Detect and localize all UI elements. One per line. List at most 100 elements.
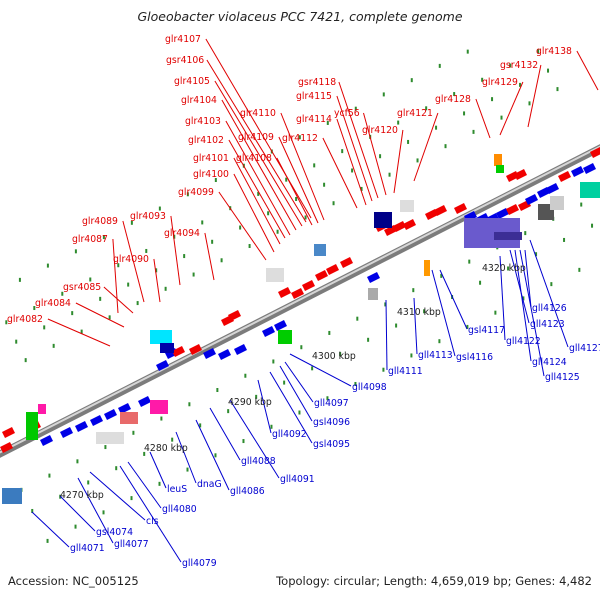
tick-mark [410,353,413,358]
forward-gene [403,219,416,230]
tick-mark [267,211,270,216]
tick-mark [522,296,525,301]
tick-mark [244,373,247,378]
leader-line [499,255,506,341]
forward-gene [315,270,328,281]
forward-gene [340,257,353,268]
tick-mark [416,158,419,163]
reverse-gene [218,349,231,360]
tick-mark [102,510,105,515]
gene-block [496,165,504,173]
forward-gene-label: gsr4132 [500,60,538,71]
leader-line [276,157,313,226]
tick-mark [354,106,357,111]
forward-gene [434,205,447,216]
leader-line [47,318,111,347]
tick-mark [155,268,158,273]
reverse-gene [90,415,103,426]
tick-mark [130,220,133,225]
forward-gene [189,344,202,355]
tick-mark [192,272,195,277]
tick-mark [382,92,385,97]
leader-line [149,451,167,489]
tick-mark [360,186,363,191]
tick-mark [183,254,186,259]
reverse-gene-label: gll4092 [272,429,307,440]
tick-mark [550,282,553,287]
forward-gene-label: glr4108 [236,153,272,164]
leader-line [214,80,303,227]
leader-line [322,137,358,209]
forward-gene-label: glr4087 [72,234,108,245]
forward-gene-label: gsr4118 [298,77,336,88]
leader-line [119,465,182,563]
tick-mark [18,277,21,282]
reverse-gene [138,396,151,407]
leader-line [205,38,312,219]
leader-line [413,112,439,182]
leader-line [529,239,569,348]
forward-gene-label: glr4114 [296,114,332,125]
tick-mark [164,286,167,291]
scale-label: 4270 kbp [60,490,104,501]
tick-mark [201,220,204,225]
tick-mark [407,139,410,144]
forward-gene-label: glr4138 [536,46,572,57]
topology-text: Topology: circular; Length: 4,659,019 bp… [276,574,592,588]
forward-gene [514,169,527,180]
leader-line [225,120,291,236]
reverse-gene [496,208,509,219]
scale-label: 4280 kbp [144,443,188,454]
forward-gene [384,225,397,236]
tick-mark [214,453,217,458]
tick-mark [323,182,326,187]
tick-mark [285,177,288,182]
forward-gene [425,209,438,220]
leader-line [233,157,281,245]
reverse-gene-label: cls [146,516,159,527]
forward-gene-label: glr4121 [397,108,433,119]
tick-mark [158,481,161,486]
forward-gene-label: gsr4106 [166,55,204,66]
reverse-gene-label: gll4123 [530,319,565,330]
tick-mark [300,345,303,350]
tick-mark [117,263,120,268]
tick-mark [186,192,189,197]
tick-mark [186,467,189,472]
tick-mark [74,249,77,254]
forward-gene-label: glr4099 [178,187,214,198]
reverse-gene-label: gll4088 [241,456,276,467]
leader-line [336,118,367,206]
leader-line [524,249,532,308]
tick-mark [298,410,301,415]
leader-line [228,139,286,239]
gene-block [150,330,172,344]
reverse-gene [583,163,596,174]
tick-mark [453,92,456,97]
forward-gene-label: glr4093 [130,211,166,222]
tick-mark [242,439,245,444]
tick-mark [130,496,133,501]
reverse-gene-label: gsl4117 [468,325,505,336]
reverse-gene [104,409,117,420]
leader-line [229,399,280,479]
tick-mark [440,273,443,278]
leader-line [127,461,162,509]
leader-line [233,173,275,253]
leader-line [280,112,325,221]
reverse-gene-label: gll4125 [545,372,580,383]
reverse-gene-label: gll4077 [114,539,149,550]
reverse-gene-label: gll4071 [70,543,105,554]
tick-mark [481,77,484,82]
reverse-gene-label: gsl4096 [313,417,350,428]
tick-mark [580,202,583,207]
gene-block [400,200,414,212]
tick-mark [43,325,46,330]
tick-mark [509,63,512,68]
leader-line [475,98,491,139]
tick-mark [472,129,475,134]
tick-mark [556,87,559,92]
leader-line [209,407,241,461]
reverse-gene-label: gsl4074 [96,527,133,538]
tick-mark [326,120,329,125]
